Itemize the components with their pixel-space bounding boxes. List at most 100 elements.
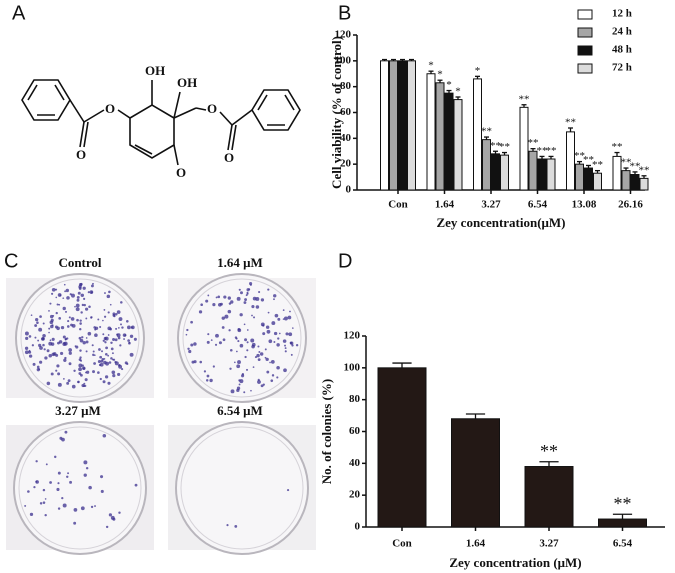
colony [85, 371, 87, 374]
colony-plates: Control 1.64 μM 3.27 μM 6.54 μM [6, 255, 316, 555]
colony [282, 339, 287, 343]
colony [83, 473, 87, 477]
colony [109, 303, 112, 306]
colony [265, 357, 269, 362]
colony [273, 298, 275, 301]
colony [104, 336, 109, 341]
colony [39, 502, 43, 505]
colony [104, 341, 107, 344]
colony [79, 338, 84, 343]
colony [45, 463, 48, 466]
legend-swatch [577, 27, 593, 38]
plate-label: 6.54 μM [217, 403, 263, 418]
colony [100, 489, 104, 493]
colony [56, 303, 59, 306]
colony [117, 372, 121, 377]
y-tick-label: 120 [335, 29, 352, 41]
colony [221, 326, 225, 329]
colony [52, 314, 55, 317]
colony [82, 367, 86, 370]
significance-mark: ** [612, 141, 623, 153]
colony [113, 315, 116, 318]
colony [250, 338, 255, 343]
colony [57, 471, 61, 475]
x-tick-label: Con [388, 199, 408, 211]
colony [55, 296, 58, 299]
colony [214, 343, 218, 346]
colony [81, 364, 84, 367]
colony [114, 361, 119, 366]
colony [83, 460, 88, 465]
colony [57, 382, 62, 387]
plate-label: 3.27 μM [55, 403, 101, 418]
colony [55, 369, 58, 372]
colony [234, 524, 238, 528]
colony [206, 340, 210, 344]
colony [64, 430, 68, 434]
colony [252, 366, 255, 369]
colony [228, 329, 231, 332]
colony [83, 297, 86, 300]
colony [244, 355, 247, 359]
colony [42, 488, 46, 492]
colony [130, 326, 133, 329]
colony [60, 351, 64, 356]
colony [25, 336, 29, 341]
bar [575, 163, 584, 191]
colony [273, 341, 276, 343]
x-tick-label: 1.64 [466, 538, 486, 550]
bar [546, 158, 556, 191]
colony [53, 455, 57, 459]
colony [57, 372, 61, 376]
colony [66, 475, 69, 479]
colony [110, 341, 113, 345]
colony [50, 372, 54, 376]
significance-mark: * [455, 86, 461, 98]
colony [133, 337, 137, 341]
x-tick-label: 13.08 [572, 199, 597, 211]
colony [258, 351, 261, 353]
colony [104, 352, 108, 356]
colony [30, 314, 33, 317]
bar [630, 174, 640, 191]
dish [13, 421, 147, 555]
legend-label: 24 h [612, 26, 632, 38]
colony [251, 342, 256, 347]
colony [229, 367, 232, 370]
colony [224, 314, 229, 319]
colony [239, 313, 243, 317]
colony [265, 325, 270, 329]
legend-swatch [577, 9, 593, 20]
x-tick-label: 6.54 [613, 538, 633, 550]
colony [252, 296, 257, 301]
colony [79, 349, 82, 352]
colony [251, 314, 253, 317]
x-tick-label: 6.54 [528, 199, 548, 211]
colony [188, 349, 192, 354]
colony [212, 303, 216, 307]
colony [108, 290, 111, 294]
colony [210, 339, 213, 342]
colony [243, 323, 246, 326]
colony [267, 311, 270, 314]
atom-label: OH [145, 63, 165, 78]
colony [227, 309, 232, 314]
significance-mark: ** [621, 157, 632, 169]
colony [185, 333, 188, 336]
significance-mark: ** [499, 141, 510, 153]
colony [24, 331, 29, 336]
x-tick-label: 3.27 [539, 538, 559, 550]
colony [86, 370, 90, 374]
y-tick-label: 100 [335, 54, 352, 66]
colony [234, 361, 236, 364]
colony [102, 333, 105, 336]
colony [78, 358, 82, 361]
colony [114, 312, 118, 316]
colony [276, 343, 280, 347]
colony [36, 368, 40, 372]
colony [35, 318, 39, 322]
colony [205, 379, 209, 382]
colony [200, 303, 203, 306]
panel-label: D [338, 250, 352, 272]
bar [528, 150, 538, 191]
